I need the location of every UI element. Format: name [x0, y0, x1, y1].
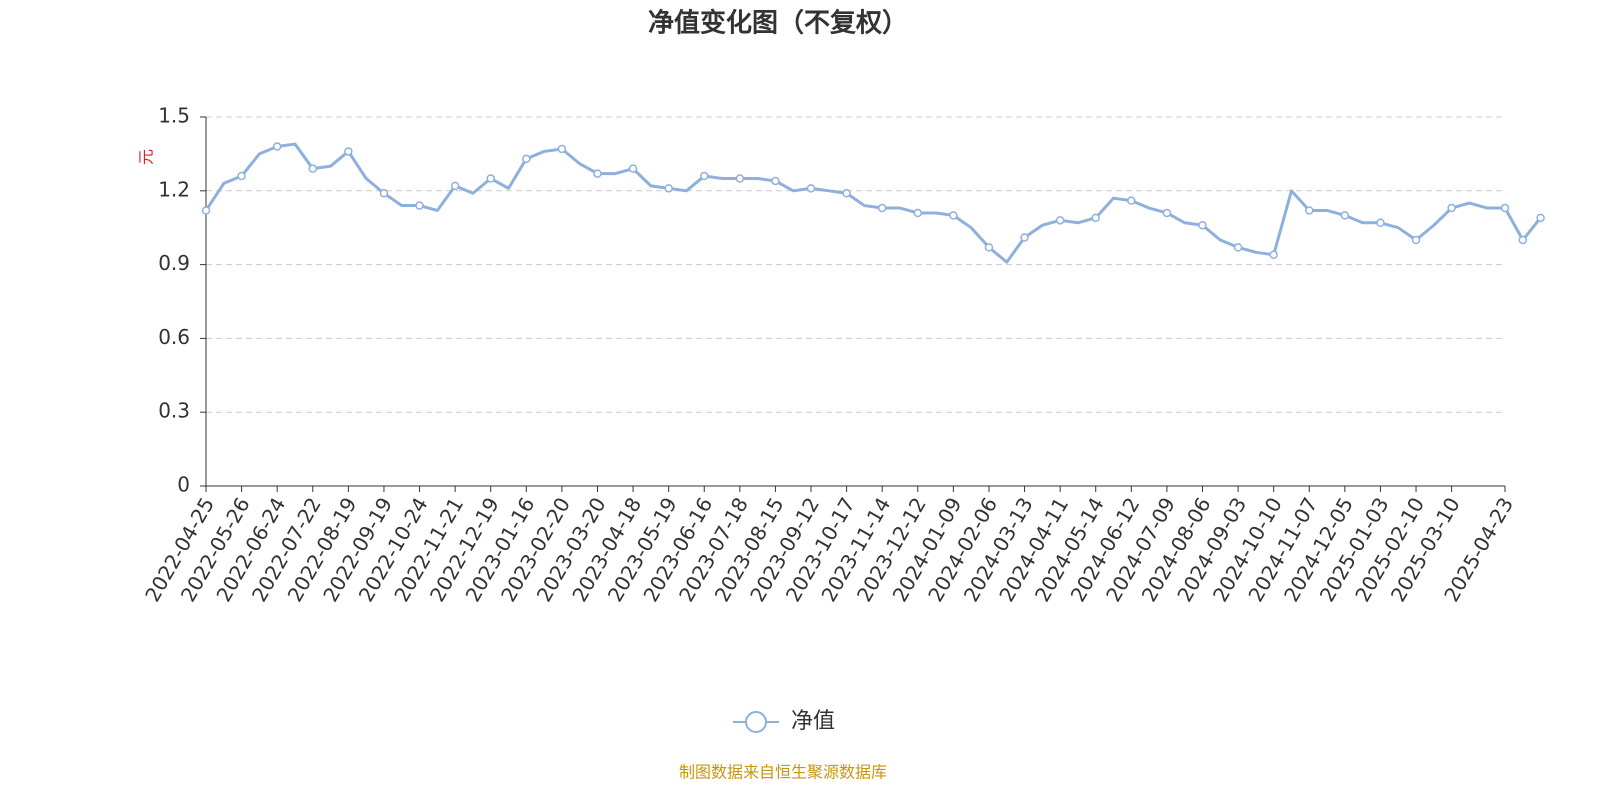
data-point	[628, 164, 638, 173]
data-point	[1091, 213, 1100, 223]
y-tick-label: 0.3	[158, 399, 190, 423]
data-point	[1411, 235, 1421, 245]
data-point	[877, 203, 887, 213]
data-point	[1055, 216, 1065, 225]
data-point	[1447, 203, 1456, 213]
data-point	[557, 144, 567, 154]
y-tick-label: 1.2	[158, 177, 190, 201]
y-tick-label: 0.9	[158, 251, 190, 275]
data-point	[201, 206, 211, 215]
y-tick-label: 0.6	[158, 325, 190, 349]
data-point	[1127, 196, 1136, 205]
y-tick-label: 0	[177, 473, 190, 497]
series-line	[204, 142, 1542, 264]
data-point	[1536, 213, 1545, 223]
y-axis-label: 元	[137, 149, 156, 165]
data-point	[344, 147, 353, 156]
data-point	[1162, 208, 1172, 218]
data-point	[1500, 203, 1510, 213]
y-tick-label: 1.5	[158, 104, 190, 128]
data-point	[1340, 211, 1350, 220]
data-point	[237, 171, 246, 181]
data-point	[1518, 235, 1528, 245]
data-point	[308, 164, 318, 173]
data-point	[984, 243, 994, 252]
source-note: 制图数据来自恒生聚源数据库	[679, 763, 887, 782]
data-point	[699, 171, 709, 181]
data-point	[1269, 250, 1278, 260]
legend-marker	[745, 711, 767, 733]
data-point	[771, 176, 780, 186]
data-point	[1233, 243, 1243, 252]
data-point	[806, 184, 816, 193]
data-point	[1305, 206, 1314, 215]
data-point	[1376, 218, 1385, 228]
data-point	[949, 211, 958, 220]
data-point	[486, 174, 495, 183]
legend-label: 净值	[791, 709, 835, 734]
data-point	[1198, 220, 1207, 230]
data-point	[1020, 233, 1029, 242]
data-point	[913, 208, 923, 218]
data-point	[450, 181, 460, 191]
data-point	[735, 174, 745, 183]
data-point	[272, 142, 282, 151]
data-point	[415, 201, 424, 210]
chart-title: 净值变化图（不复权）	[648, 8, 908, 39]
data-point	[664, 184, 673, 193]
data-point	[842, 189, 851, 198]
data-point	[522, 154, 531, 164]
data-point	[379, 189, 389, 198]
data-point	[593, 169, 602, 178]
